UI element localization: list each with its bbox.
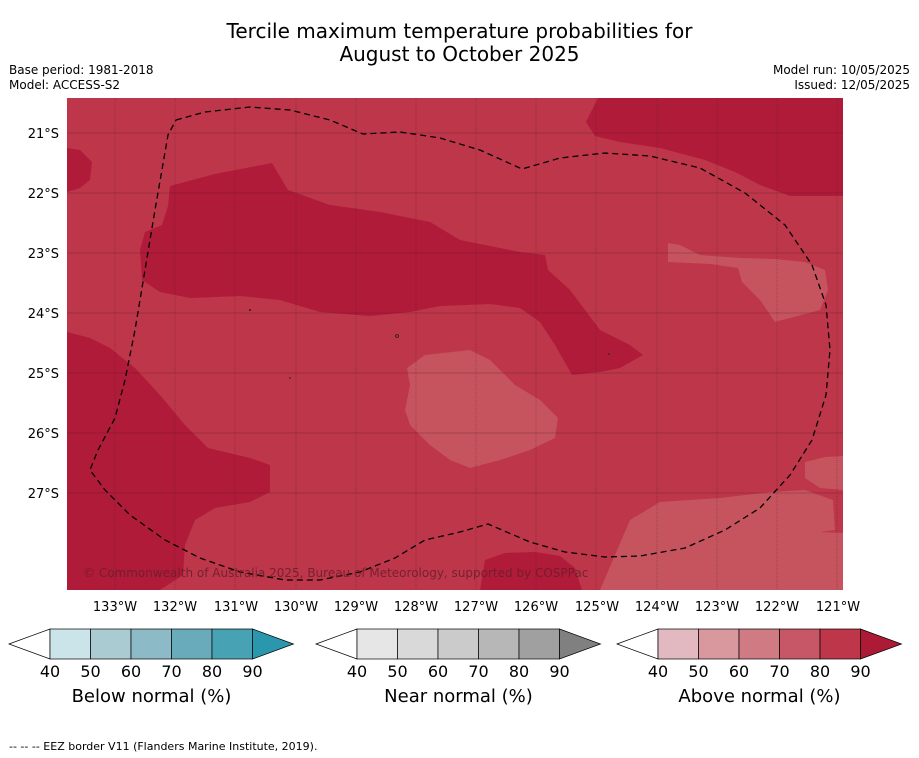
region-moderate-far-east bbox=[805, 456, 843, 490]
colorbar-extend-high bbox=[860, 628, 903, 660]
colorbar-cell bbox=[397, 628, 439, 660]
island-marker bbox=[608, 353, 610, 355]
colorbar-cell bbox=[657, 628, 699, 660]
colorbar-legends: 40 50 60 70 80 90 40 50 60 70 80 90 40 50 60 70 80 90 bbox=[7, 628, 903, 681]
colorbar-cell bbox=[518, 628, 560, 660]
lon-label: 121°W bbox=[816, 600, 860, 615]
graticule bbox=[67, 98, 843, 590]
copyright-text: © Commonwealth of Australia 2025, Bureau… bbox=[83, 566, 588, 580]
region-high-central-band bbox=[140, 163, 643, 375]
legend-title-above-normal: Above normal (%) bbox=[678, 686, 841, 707]
colorbar-tick-label: 40 bbox=[40, 662, 60, 681]
lon-label: 123°W bbox=[695, 600, 739, 615]
lat-label: 26°S bbox=[28, 427, 59, 442]
colorbar-tick-label: 50 bbox=[387, 662, 407, 681]
island-marker bbox=[249, 309, 251, 311]
eez-border bbox=[89, 106, 831, 581]
title-line-1: Tercile maximum temperature probabilitie… bbox=[226, 19, 693, 43]
lon-label: 130°W bbox=[274, 600, 318, 615]
colorbar-cell bbox=[779, 628, 821, 660]
latitude-labels: 21°S 22°S 23°S 24°S 25°S 26°S 27°S bbox=[28, 127, 59, 502]
colorbar-tick-label: 50 bbox=[80, 662, 100, 681]
colorbar-cell bbox=[171, 628, 213, 660]
colorbar-cell bbox=[698, 628, 740, 660]
title-line-2: August to October 2025 bbox=[339, 42, 580, 66]
colorbar-tick-label: 80 bbox=[810, 662, 830, 681]
colorbar-tick-label: 70 bbox=[769, 662, 789, 681]
colorbar-tick-label: 60 bbox=[729, 662, 749, 681]
region-moderate-south-east bbox=[600, 490, 843, 590]
lon-label: 132°W bbox=[153, 600, 197, 615]
lon-label: 122°W bbox=[755, 600, 799, 615]
colorbar-near-normal: 40 50 60 70 80 90 bbox=[314, 628, 602, 681]
colorbar-tick-label: 90 bbox=[549, 662, 569, 681]
colorbar-tick-label: 50 bbox=[688, 662, 708, 681]
legend-title-below-normal: Below normal (%) bbox=[71, 686, 232, 707]
colorbar-below-normal: 40 50 60 70 80 90 bbox=[7, 628, 295, 681]
colorbar-tick-label: 60 bbox=[428, 662, 448, 681]
eez-footnote: -- -- -- EEZ border V11 (Flanders Marine… bbox=[9, 740, 318, 753]
base-period: Base period: 1981-2018 bbox=[9, 63, 154, 77]
issued-date: Issued: 12/05/2025 bbox=[794, 78, 910, 92]
lon-label: 133°W bbox=[93, 600, 137, 615]
colorbar-above-normal: 40 50 60 70 80 90 bbox=[615, 628, 903, 681]
colorbar-extend-low bbox=[7, 628, 51, 660]
region-moderate-east bbox=[668, 243, 828, 322]
lat-label: 27°S bbox=[28, 487, 59, 502]
meta-left: Base period: 1981-2018 Model: ACCESS-S2 bbox=[9, 63, 154, 93]
lon-label: 128°W bbox=[394, 600, 438, 615]
colorbar-extend-low bbox=[615, 628, 659, 660]
region-moderate-central bbox=[405, 350, 558, 468]
lat-label: 24°S bbox=[28, 307, 59, 322]
lat-label: 21°S bbox=[28, 127, 59, 142]
region-high-north-east bbox=[586, 98, 843, 196]
colorbar-cell bbox=[738, 628, 780, 660]
region-high-south-central bbox=[480, 552, 582, 590]
legend-title-near-normal: Near normal (%) bbox=[384, 686, 533, 707]
lon-label: 126°W bbox=[514, 600, 558, 615]
colorbar-extend-high bbox=[252, 628, 295, 660]
lon-label: 127°W bbox=[454, 600, 498, 615]
region-high-south-west bbox=[67, 332, 270, 590]
colorbar-tick-label: 40 bbox=[648, 662, 668, 681]
model-run: Model run: 10/05/2025 bbox=[772, 63, 910, 77]
island-marker bbox=[395, 334, 399, 338]
colorbar-cell bbox=[478, 628, 520, 660]
colorbar-tick-label: 70 bbox=[468, 662, 488, 681]
probability-map: © Commonwealth of Australia 2025, Bureau… bbox=[67, 98, 843, 590]
lat-label: 22°S bbox=[28, 187, 59, 202]
colorbar-cell bbox=[130, 628, 172, 660]
colorbar-cell bbox=[819, 628, 861, 660]
lat-label: 25°S bbox=[28, 367, 59, 382]
colorbar-cell bbox=[90, 628, 132, 660]
lon-label: 129°W bbox=[334, 600, 378, 615]
lon-label: 125°W bbox=[575, 600, 619, 615]
colorbar-tick-label: 80 bbox=[509, 662, 529, 681]
colorbar-extend-high bbox=[559, 628, 602, 660]
colorbar-cell bbox=[356, 628, 398, 660]
island-marker bbox=[289, 377, 291, 379]
region-high-north-west bbox=[67, 148, 92, 192]
colorbar-cell bbox=[49, 628, 91, 660]
model-name: Model: ACCESS-S2 bbox=[9, 78, 121, 92]
chart-title: Tercile maximum temperature probabilitie… bbox=[0, 20, 919, 66]
lon-label: 124°W bbox=[635, 600, 679, 615]
colorbar-tick-label: 70 bbox=[161, 662, 181, 681]
colorbar-tick-label: 90 bbox=[850, 662, 870, 681]
colorbar-tick-label: 90 bbox=[242, 662, 262, 681]
lat-label: 23°S bbox=[28, 247, 59, 262]
colorbar-cell bbox=[211, 628, 253, 660]
colorbar-tick-label: 40 bbox=[347, 662, 367, 681]
colorbar-cell bbox=[437, 628, 479, 660]
meta-right: Model run: 10/05/2025 Issued: 12/05/2025 bbox=[773, 63, 910, 93]
colorbar-tick-label: 60 bbox=[121, 662, 141, 681]
longitude-labels: 133°W 132°W 131°W 130°W 129°W 128°W 127°… bbox=[93, 600, 860, 615]
colorbar-extend-low bbox=[314, 628, 358, 660]
lon-label: 131°W bbox=[214, 600, 258, 615]
colorbar-tick-label: 80 bbox=[202, 662, 222, 681]
